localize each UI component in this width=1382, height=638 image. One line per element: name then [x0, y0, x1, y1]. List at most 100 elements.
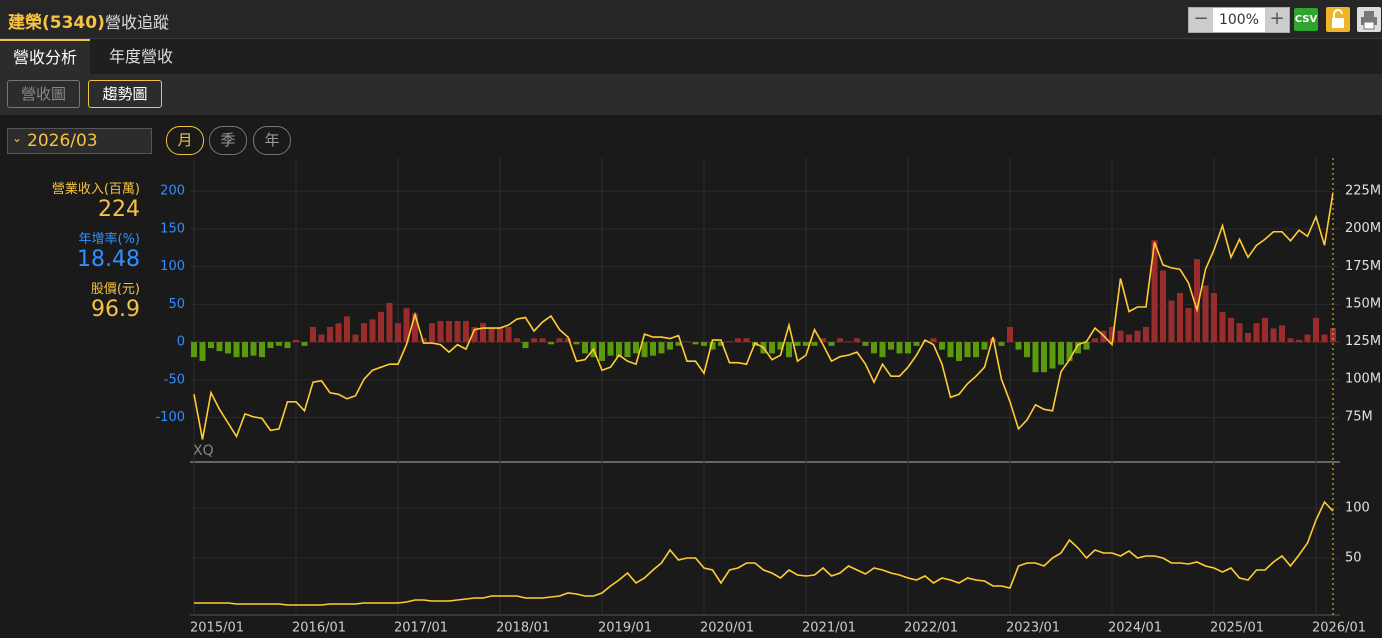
x-tick-label: 2022/01 — [904, 621, 958, 636]
bar — [412, 313, 418, 343]
bar — [854, 338, 860, 343]
bar — [1092, 338, 1098, 343]
bar — [922, 341, 928, 343]
bar — [531, 338, 537, 343]
bar — [1228, 317, 1234, 343]
bar — [1211, 293, 1217, 343]
period-button[interactable]: 年 — [253, 126, 291, 155]
bar — [505, 326, 512, 343]
bar — [539, 338, 546, 343]
date-value: 2026/03 — [27, 131, 98, 151]
bar — [335, 323, 342, 343]
lock-button[interactable] — [1326, 7, 1350, 32]
bar — [888, 342, 894, 350]
info-value: 224 — [98, 197, 140, 222]
bar — [675, 342, 682, 346]
watermark: XQ — [193, 443, 214, 459]
bar — [344, 316, 350, 343]
bar — [837, 338, 843, 343]
tab-bar: 營收分析 年度營收 — [0, 39, 1382, 74]
bar — [1202, 285, 1209, 343]
y-tick-label: 200 — [160, 184, 185, 199]
bar — [267, 342, 274, 349]
bar — [471, 326, 478, 343]
bar — [369, 319, 376, 343]
bar — [208, 342, 214, 349]
x-tick-label: 2024/01 — [1108, 621, 1162, 636]
bar — [1194, 259, 1200, 343]
bar — [1253, 323, 1260, 343]
bar — [1117, 330, 1124, 343]
bar — [429, 323, 435, 343]
info-value: 18.48 — [77, 247, 140, 272]
revenue-line — [193, 192, 1334, 440]
bar — [667, 342, 673, 350]
bar — [684, 341, 690, 343]
bar — [879, 342, 886, 358]
tab[interactable]: 年度營收 — [108, 47, 173, 66]
bar — [828, 342, 835, 346]
y-tick-label: -100 — [155, 410, 185, 425]
bar — [318, 334, 325, 343]
bar — [293, 339, 299, 343]
y-tick-label: 100 — [1345, 501, 1370, 516]
info-label: 股價(元) — [90, 282, 140, 297]
bar — [794, 342, 801, 346]
period-button[interactable]: 月 — [166, 126, 204, 155]
bar — [658, 342, 665, 354]
x-tick-label: 2025/01 — [1210, 621, 1264, 636]
bar — [233, 342, 240, 358]
y2-tick-label: 200M — [1345, 221, 1381, 236]
bar — [641, 342, 648, 358]
bar — [446, 320, 452, 343]
y-tick-label: 50 — [168, 297, 185, 312]
bar — [395, 323, 401, 343]
tab[interactable]: 營收分析 — [0, 39, 90, 74]
x-tick-label: 2026/01 — [1312, 621, 1366, 636]
bar — [718, 342, 724, 346]
bar — [276, 342, 282, 346]
x-tick-label: 2016/01 — [292, 621, 346, 636]
y-tick-label: 150 — [160, 221, 185, 236]
bar — [701, 342, 707, 346]
csv-button[interactable]: CSV — [1294, 8, 1318, 31]
bar — [582, 342, 588, 354]
zoom-out[interactable]: − — [1189, 8, 1213, 32]
bar — [361, 323, 367, 343]
view-button[interactable]: 趨勢圖 — [88, 80, 162, 108]
bar — [905, 342, 911, 354]
bar — [403, 308, 410, 343]
bar — [522, 342, 529, 349]
bar — [1151, 240, 1158, 343]
bar — [1083, 342, 1090, 350]
y-tick-label: 100 — [160, 259, 185, 274]
bar — [913, 342, 920, 346]
bar — [964, 342, 971, 358]
bar — [803, 342, 809, 346]
x-tick-label: 2023/01 — [1006, 621, 1060, 636]
bar — [1270, 328, 1277, 343]
bar — [548, 342, 554, 345]
info-label: 年增率(%) — [78, 232, 141, 247]
period-button[interactable]: 季 — [209, 126, 247, 155]
bar — [301, 342, 308, 346]
y2-tick-label: 225M — [1345, 184, 1381, 199]
view-button[interactable]: 營收圖 — [7, 80, 80, 108]
bar — [998, 342, 1005, 346]
bar — [981, 342, 988, 350]
bar — [735, 338, 741, 343]
y-tick-label: -50 — [164, 372, 185, 387]
zoom-in[interactable]: + — [1265, 8, 1289, 32]
bar — [1236, 323, 1243, 343]
bar — [1177, 293, 1183, 343]
y2-tick-label: 100M — [1345, 372, 1381, 387]
bar — [1032, 342, 1039, 373]
bar — [1279, 325, 1285, 343]
date-select[interactable]: ⌄ 2026/03 — [7, 128, 152, 154]
x-tick-label: 2018/01 — [496, 621, 550, 636]
bar — [556, 338, 563, 343]
y-tick-label: 50 — [1345, 551, 1362, 566]
print-button[interactable] — [1357, 7, 1381, 32]
bar — [1024, 342, 1030, 358]
